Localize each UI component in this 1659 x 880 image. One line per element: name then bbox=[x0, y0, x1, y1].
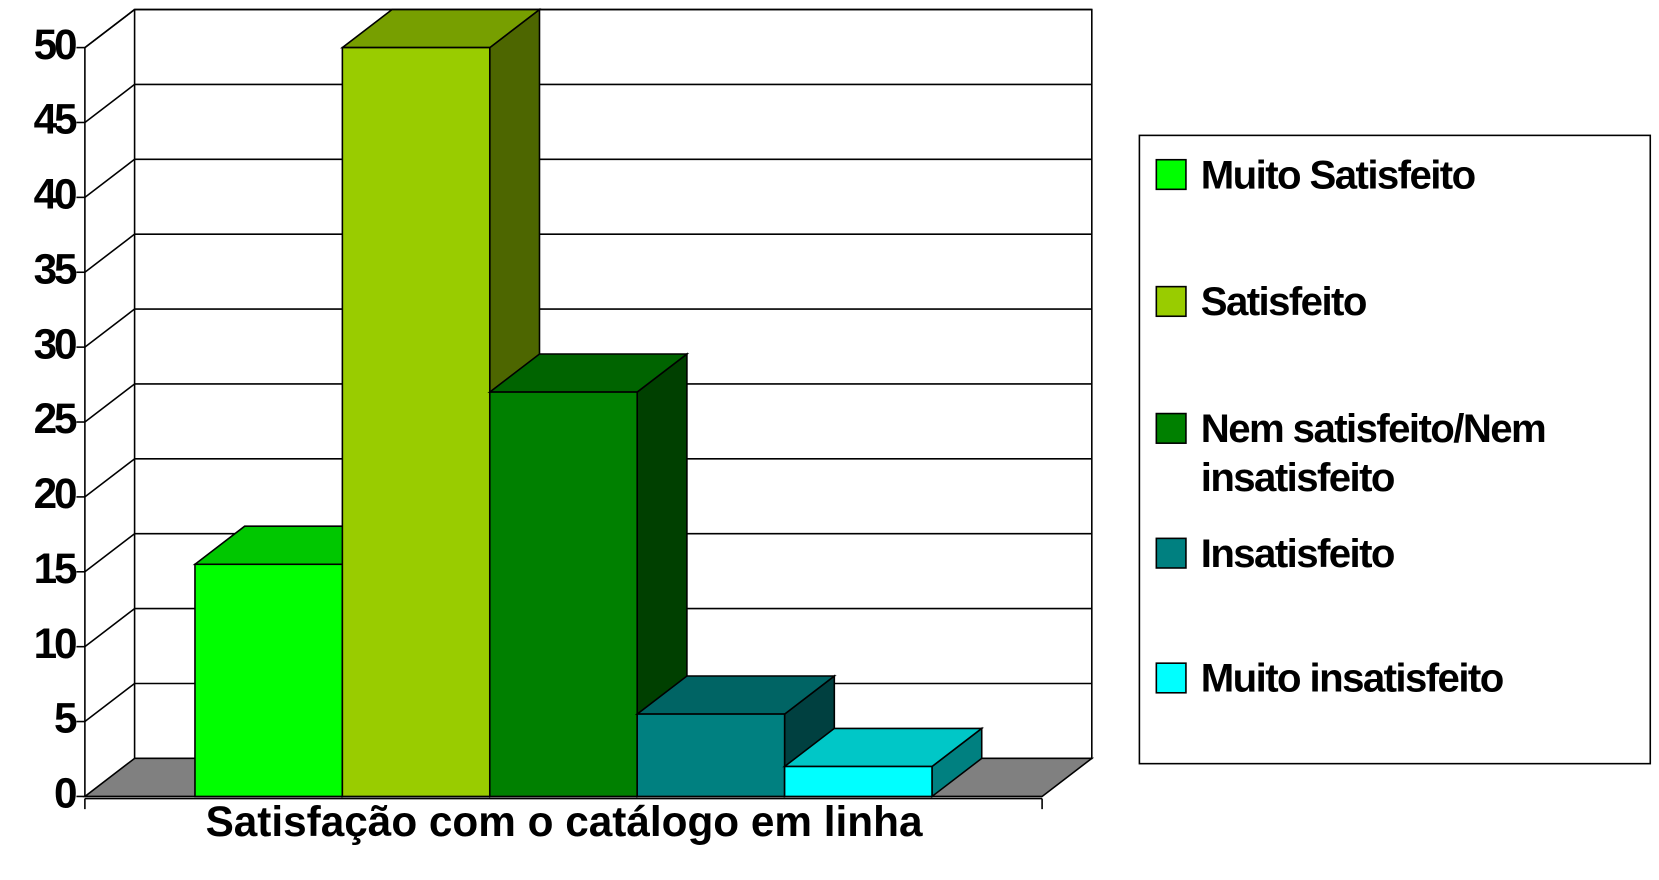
side-grid-line bbox=[84, 607, 136, 648]
y-tick-label: 5 bbox=[54, 695, 77, 742]
legend-item: Muito insatisfeito bbox=[1200, 656, 1505, 702]
y-tick-label: 15 bbox=[34, 545, 77, 592]
y-tick-label: 50 bbox=[34, 21, 76, 68]
legend-item: Muito Satisfeito bbox=[1200, 153, 1476, 198]
legend-swatch bbox=[1155, 662, 1187, 694]
x-axis-label: Satisfação com o catálogo em linha bbox=[206, 798, 923, 845]
legend-label: Muito insatisfeito bbox=[1200, 656, 1505, 702]
y-tick-label: 25 bbox=[34, 395, 77, 442]
side-grid-line bbox=[84, 158, 136, 198]
bar bbox=[341, 46, 491, 798]
side-grid-line bbox=[84, 682, 136, 723]
legend-label: Muito Satisfeito bbox=[1200, 153, 1476, 198]
legend-item: Nem satisfeito/Nem insatisfeito bbox=[1200, 407, 1547, 501]
y-tick-label: 10 bbox=[34, 620, 76, 667]
y-tick-label: 20 bbox=[34, 470, 76, 517]
y-tick-label: 35 bbox=[34, 245, 77, 292]
bar bbox=[636, 713, 786, 798]
bar bbox=[194, 563, 344, 798]
y-axis-back bbox=[84, 8, 136, 49]
legend-swatch bbox=[1155, 158, 1187, 191]
y-tick-label: 45 bbox=[34, 96, 77, 143]
side-grid-line bbox=[84, 383, 136, 423]
legend-item: Satisfeito bbox=[1200, 280, 1368, 325]
side-grid-line bbox=[84, 233, 136, 273]
legend-label: Satisfeito bbox=[1200, 280, 1368, 325]
y-tick-label: 40 bbox=[34, 171, 76, 218]
legend-box bbox=[1138, 134, 1652, 765]
side-grid-line bbox=[84, 83, 136, 124]
legend-swatch bbox=[1155, 285, 1187, 318]
bar bbox=[488, 391, 638, 798]
bar bbox=[783, 765, 933, 798]
side-grid-line bbox=[84, 533, 136, 573]
legend-swatch bbox=[1155, 412, 1187, 444]
legend-swatch bbox=[1155, 537, 1187, 569]
legend-label: Nem satisfeito/Nem insatisfeito bbox=[1200, 407, 1547, 501]
legend-label: Insatisfeito bbox=[1200, 532, 1396, 577]
y-tick-label: 0 bbox=[54, 770, 76, 817]
y-tick-label: 30 bbox=[34, 320, 76, 367]
side-grid-line bbox=[84, 458, 136, 498]
side-grid-line bbox=[84, 308, 136, 348]
legend-item: Insatisfeito bbox=[1200, 532, 1396, 577]
